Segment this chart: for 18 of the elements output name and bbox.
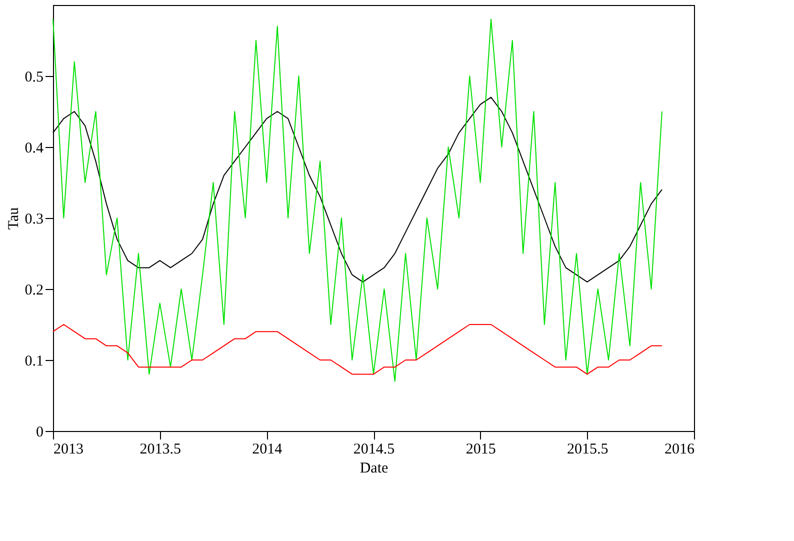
y-tick-label: 0.4 xyxy=(24,140,44,156)
line-series xyxy=(52,18,662,382)
y-tick-label: 0.3 xyxy=(24,212,44,228)
y-tick-label: 0.2 xyxy=(24,282,44,298)
x-tick-label: 2014.5 xyxy=(353,442,395,458)
line-series xyxy=(52,96,662,282)
line-series xyxy=(52,324,662,375)
y-tick-label: 0.5 xyxy=(24,70,44,86)
y-axis-title: Tau xyxy=(6,206,22,230)
x-tick-label: 2013 xyxy=(54,442,84,458)
y-tick-label: 0 xyxy=(36,424,44,440)
y-tick-label: 0.1 xyxy=(24,354,44,370)
x-tick-label: 2015.5 xyxy=(567,442,608,458)
x-axis-title: Date xyxy=(360,460,388,476)
x-tick-label: 2013.5 xyxy=(140,442,181,458)
x-tick-label: 2016 xyxy=(664,442,695,458)
x-tick-label: 2015 xyxy=(466,442,496,458)
x-tick-label: 2014 xyxy=(252,442,283,458)
